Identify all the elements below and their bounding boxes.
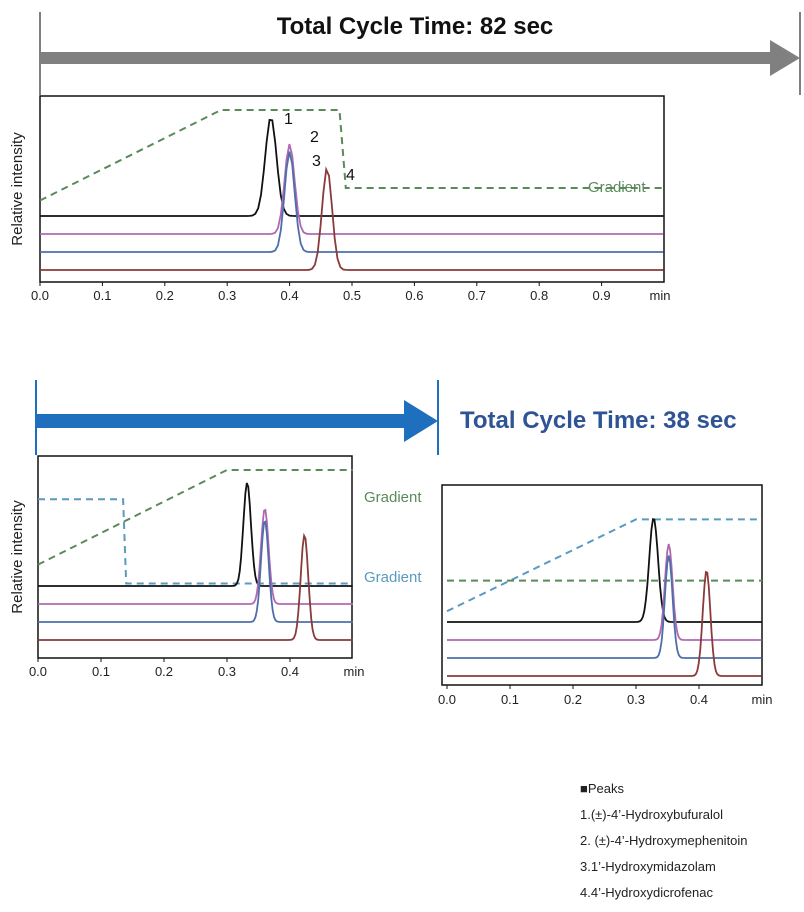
top-arrow-head [770, 40, 800, 76]
gradient-label: Gradient [588, 179, 646, 196]
gradient-line-blue [446, 518, 762, 613]
gradient-label-blue: Gradient [364, 569, 422, 586]
trace-peak-1 [447, 518, 762, 623]
x-axis-label: min [752, 692, 773, 707]
gradient-line-blue [38, 498, 353, 585]
chart-top: Gradient 12 3 4 0.0 0.1 0.2 0.3 0.4 0.5 0.6 0.7 0.8 0… [9, 95, 671, 303]
peak-label-1: 1 [284, 111, 293, 128]
gradient-label-green: Gradient [364, 489, 422, 506]
peak-label-3: 3 [312, 153, 321, 170]
x-tick-label: 0.3 [218, 288, 236, 303]
x-axis-label: min [344, 664, 365, 679]
trace-peak-4 [40, 166, 664, 271]
x-axis-label: min [650, 288, 671, 303]
trace-peak-4 [447, 570, 762, 677]
chart-bottom-right: 0.0 0.1 0.2 0.3 0.4 min [438, 484, 773, 707]
legend-item-1: 1.(±)-4’-Hydroxybufuralol [580, 807, 723, 822]
x-tick-label: 0.0 [29, 664, 47, 679]
trace-peak-1 [38, 482, 353, 587]
trace-peak-2 [38, 508, 353, 605]
trace-peak-2 [40, 143, 664, 235]
x-tick-label: 0.1 [92, 664, 110, 679]
bottom-cycle-arrow [35, 380, 439, 455]
legend-item-3: 3.1’-Hydroxymidazolam [580, 859, 716, 874]
x-tick-label: 0.5 [343, 288, 361, 303]
peaks-legend: ■Peaks 1.(±)-4’-Hydroxybufuralol 2. (±)-… [580, 776, 748, 906]
trace-peak-2 [447, 543, 762, 641]
peak-label-4: 4 [346, 167, 355, 184]
x-tick-label: 0.4 [690, 692, 708, 707]
x-tick-label: 0.9 [593, 288, 611, 303]
trace-peak-3 [447, 555, 762, 659]
y-axis-label: Relative intensity [9, 500, 26, 614]
plot-frame [39, 95, 665, 283]
legend-item-4: 4.4’-Hydroxydicrofenac [580, 885, 713, 900]
trace-peak-4 [38, 532, 353, 641]
plot-frame [441, 484, 763, 686]
bottom-title: Total Cycle Time: 38 sec [460, 407, 737, 434]
x-tick-label: 0.6 [405, 288, 423, 303]
x-tick-label: 0.0 [438, 692, 456, 707]
y-axis-label: Relative intensity [9, 132, 26, 246]
x-tick-label: 0.2 [564, 692, 582, 707]
legend-heading: ■Peaks [580, 781, 624, 796]
x-tick-label: 0.1 [93, 288, 111, 303]
trace-peak-3 [40, 151, 664, 253]
x-tick-label: 0.4 [281, 288, 299, 303]
x-tick-label: 0.3 [218, 664, 236, 679]
x-tick-label: 0.4 [281, 664, 299, 679]
peak-label-2: 2 [310, 129, 319, 146]
x-tick-label: 0.1 [501, 692, 519, 707]
trace-peak-1 [40, 118, 664, 217]
trace-peak-3 [38, 520, 353, 623]
bottom-arrow-head [404, 400, 438, 442]
legend-item-2: 2. (±)-4’-Hydroxymephenitoin [580, 833, 748, 848]
x-tick-label: 0.0 [31, 288, 49, 303]
x-tick-label: 0.8 [530, 288, 548, 303]
x-tick-label: 0.3 [627, 692, 645, 707]
bottom-arrow-shaft [36, 414, 406, 428]
top-cycle-arrow [39, 12, 801, 95]
top-arrow-shaft [40, 52, 770, 64]
gradient-line-green [39, 109, 664, 202]
top-title: Total Cycle Time: 82 sec [277, 13, 554, 40]
plot-frame [37, 455, 353, 659]
x-tick-label: 0.2 [155, 664, 173, 679]
chart-bottom-left: Gradient Gradient 0.0 0.1 0.2 0.3 0.4 min Relati… [9, 455, 422, 679]
x-tick-label: 0.2 [156, 288, 174, 303]
x-tick-label: 0.7 [468, 288, 486, 303]
